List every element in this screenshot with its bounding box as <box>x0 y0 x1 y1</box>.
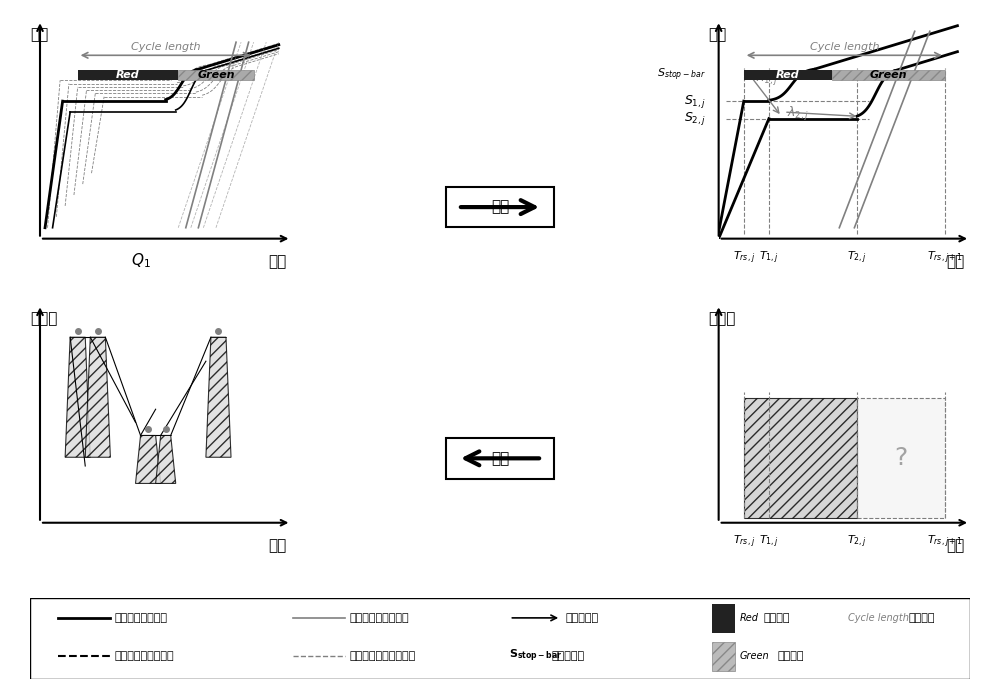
Text: Red: Red <box>740 613 759 623</box>
Text: $\lambda_{2,j}$: $\lambda_{2,j}$ <box>787 105 809 122</box>
FancyBboxPatch shape <box>446 438 554 479</box>
Text: $Q_1$: $Q_1$ <box>131 252 150 270</box>
Text: Cycle length: Cycle length <box>848 613 909 623</box>
Text: ?: ? <box>894 446 908 471</box>
Text: 重构: 重构 <box>491 451 509 466</box>
Text: 时间: 时间 <box>947 538 965 553</box>
Bar <box>178 70 254 80</box>
Text: $S_{1,j}$: $S_{1,j}$ <box>684 92 706 109</box>
Text: $S_{stop-bar}$: $S_{stop-bar}$ <box>657 67 706 83</box>
Text: Red: Red <box>116 70 140 80</box>
Text: $T_{2,j}$: $T_{2,j}$ <box>847 250 867 266</box>
Text: $T_{rs,j}$: $T_{rs,j}$ <box>733 534 755 550</box>
Text: 周期长度: 周期长度 <box>909 613 935 623</box>
Text: 抽样非排队车辆轨迹: 抽样非排队车辆轨迹 <box>350 613 409 623</box>
Bar <box>712 642 735 671</box>
Bar <box>832 70 945 80</box>
Text: 到达率: 到达率 <box>30 311 57 326</box>
Text: Green: Green <box>870 70 907 80</box>
Polygon shape <box>156 435 176 483</box>
Text: $T_{1,j}$: $T_{1,j}$ <box>759 250 779 266</box>
Bar <box>857 399 945 518</box>
Bar <box>712 604 735 633</box>
Text: Red: Red <box>776 70 800 80</box>
Text: $T_{2,j}$: $T_{2,j}$ <box>847 534 867 550</box>
Text: 时间: 时间 <box>268 254 286 269</box>
Text: 绿灯相位: 绿灯相位 <box>777 651 804 661</box>
Text: 距离: 距离 <box>709 27 727 42</box>
Text: 距离: 距离 <box>30 27 48 42</box>
Text: $\lambda_{1,j}$: $\lambda_{1,j}$ <box>756 69 779 88</box>
Polygon shape <box>65 337 90 457</box>
Text: 时间: 时间 <box>268 538 286 553</box>
Text: Green: Green <box>197 70 235 80</box>
Text: 红灯相位: 红灯相位 <box>763 613 790 623</box>
Text: 时间: 时间 <box>947 254 965 269</box>
Text: 停车线位置: 停车线位置 <box>552 651 585 661</box>
Text: $T_{rs,j+1}$: $T_{rs,j+1}$ <box>927 534 963 550</box>
Text: 抽样: 抽样 <box>491 200 509 215</box>
Bar <box>78 70 178 80</box>
Text: $T_{rs,j+1}$: $T_{rs,j+1}$ <box>927 250 963 266</box>
Bar <box>744 70 832 80</box>
Bar <box>744 399 857 518</box>
Text: 抽样排队车辆轨迹: 抽样排队车辆轨迹 <box>115 613 168 623</box>
Text: $T_{rs,j}$: $T_{rs,j}$ <box>733 250 755 266</box>
Text: Cycle length: Cycle length <box>810 42 879 52</box>
Polygon shape <box>136 435 161 483</box>
Text: $T_{1,j}$: $T_{1,j}$ <box>759 534 779 550</box>
Text: 非抽样非排队车辆轨迹: 非抽样非排队车辆轨迹 <box>350 651 416 661</box>
Text: $\mathbf{S_{stop-bar}}$: $\mathbf{S_{stop-bar}}$ <box>509 648 563 664</box>
Text: Green: Green <box>740 651 769 661</box>
Text: 非抽样排队车辆轨迹: 非抽样排队车辆轨迹 <box>115 651 174 661</box>
Polygon shape <box>206 337 231 457</box>
Text: 到达率: 到达率 <box>709 311 736 326</box>
Polygon shape <box>85 337 110 457</box>
Text: 排队交通波: 排队交通波 <box>566 613 599 623</box>
Text: Cycle length: Cycle length <box>131 42 200 52</box>
FancyBboxPatch shape <box>446 187 554 227</box>
Text: $S_{2,j}$: $S_{2,j}$ <box>684 110 706 127</box>
